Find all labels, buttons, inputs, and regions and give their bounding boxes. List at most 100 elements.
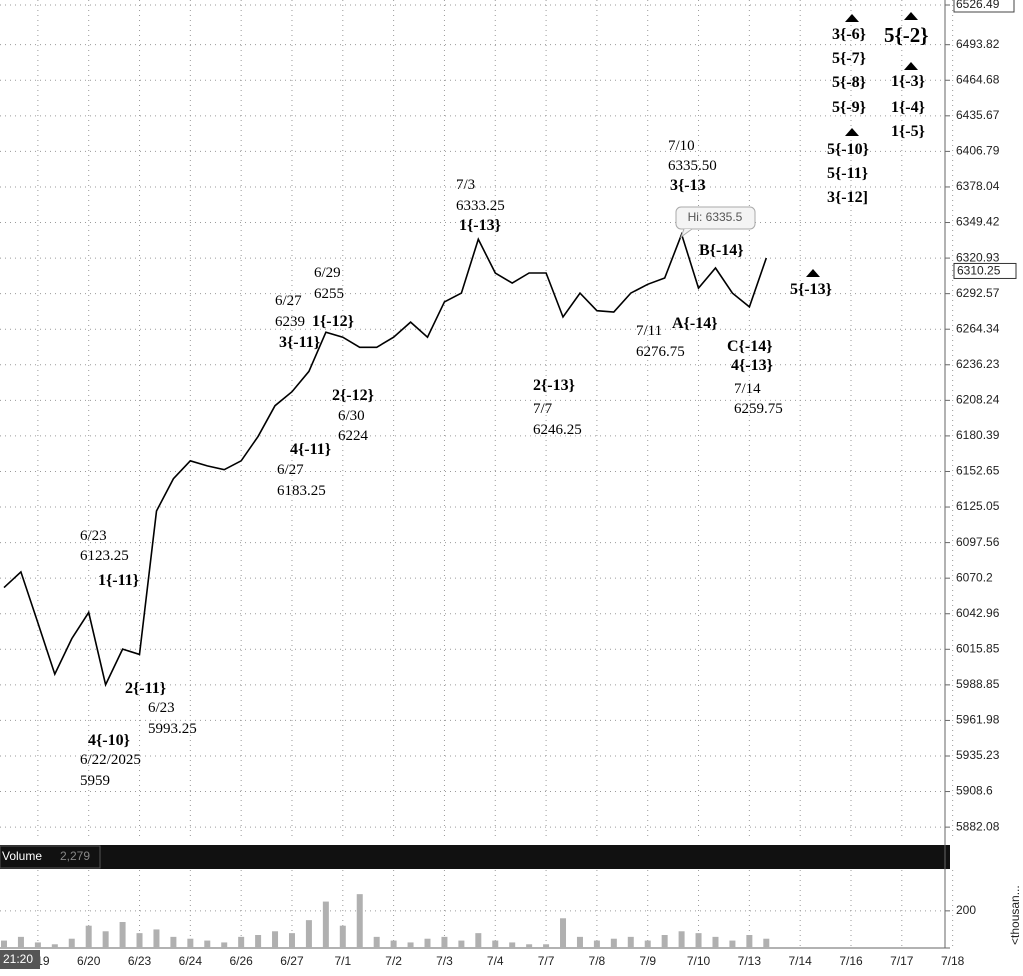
wave-marker <box>904 12 918 20</box>
annotation: B{-14} <box>699 242 744 259</box>
y-tick-label: 6292.57 <box>956 286 1000 300</box>
annotation: 6/27 <box>275 293 302 309</box>
volume-bar <box>492 940 499 948</box>
annotation: 7/7 <box>533 401 553 417</box>
y-tick-label: 6464.68 <box>956 72 1000 86</box>
volume-bar <box>475 933 482 948</box>
volume-bar <box>153 929 160 948</box>
volume-bar <box>712 936 719 948</box>
annotation: 5{-9} <box>832 99 866 116</box>
volume-bar <box>576 936 583 948</box>
annotation: 1{-4} <box>891 99 925 116</box>
annotation: 5{-11} <box>827 165 868 182</box>
wave-marker <box>845 14 859 22</box>
annotation: 6/30 <box>338 408 365 424</box>
annotation: 5{-7} <box>832 50 866 67</box>
y-tick-label: 6070.2 <box>956 570 993 584</box>
annotation: 6/29 <box>314 265 341 281</box>
last-price-box <box>953 262 1017 279</box>
volume-header-box <box>0 845 101 869</box>
y-tick-label: 6236.23 <box>956 357 1000 371</box>
y-tick-label: 6180.39 <box>956 428 1000 442</box>
annotation: 3{-11} <box>279 334 320 351</box>
annotation: 3{-6} <box>832 26 866 43</box>
x-tick-label: 7/14 <box>789 954 813 968</box>
annotation: 6/27 <box>277 462 304 478</box>
x-tick-label: 7/17 <box>890 954 914 968</box>
volume-bar <box>763 938 770 948</box>
volume-bar <box>509 942 516 948</box>
hi-pointer <box>679 228 693 239</box>
annotation: 6224 <box>338 428 369 444</box>
annotation: 6276.75 <box>636 344 685 360</box>
x-tick-label: 7/16 <box>839 954 863 968</box>
annotation: 1{-12} <box>312 313 354 330</box>
volume-bar <box>288 933 295 948</box>
volume-bar <box>68 938 75 948</box>
annotation: 6/22/2025 <box>80 752 141 768</box>
y-tick-label: 6097.56 <box>956 535 1000 549</box>
y-tick-label: 5935.23 <box>956 748 1000 762</box>
annotation: 2{-11} <box>125 680 166 697</box>
x-tick-label: 7/1 <box>334 954 351 968</box>
volume-bar <box>424 938 431 948</box>
wave-marker <box>806 269 820 277</box>
annotation: 2{-12} <box>332 387 374 404</box>
annotation: 1{-13} <box>459 217 501 234</box>
y-tick-label: 5988.85 <box>956 677 1000 691</box>
volume-bar <box>390 940 397 948</box>
hi-box <box>675 206 756 230</box>
volume-bar <box>170 936 177 948</box>
annotation: 5993.25 <box>148 721 197 737</box>
x-tick-label: 7/9 <box>639 954 656 968</box>
annotation: 4{-13} <box>731 357 773 374</box>
annotation: 4{-11} <box>290 441 331 458</box>
annotation: 5{-13} <box>790 281 832 298</box>
y-tick-label: 5882.08 <box>956 819 1000 833</box>
x-tick-label: 6/27 <box>280 954 304 968</box>
annotation: 6255 <box>314 286 344 302</box>
volume-bar <box>695 933 702 948</box>
annotation: 6259.75 <box>734 401 783 417</box>
x-tick-label: 7/3 <box>436 954 453 968</box>
y-tick-label: 6042.96 <box>956 606 1000 620</box>
cursor-box <box>0 950 40 969</box>
y-tick-label: 6152.65 <box>956 464 1000 478</box>
annotation: A{-14} <box>672 315 718 332</box>
y-tick-label: 6264.34 <box>956 321 1000 335</box>
x-tick-label: 7/10 <box>687 954 711 968</box>
volume-bar <box>272 931 279 948</box>
volume-bar <box>560 918 567 948</box>
volume-bar <box>339 925 346 948</box>
hi-label: Hi: 6335.5 <box>688 210 743 224</box>
volume-bar <box>407 942 414 948</box>
volume-bar <box>1 940 7 948</box>
volume-bar <box>221 942 228 948</box>
annotation: 6246.25 <box>533 422 582 438</box>
volume-bar <box>136 933 143 948</box>
volume-bar <box>373 936 380 948</box>
annotation: 6335.50 <box>668 158 717 174</box>
annotation: 2{-13} <box>533 377 575 394</box>
annotation: 3{-12] <box>827 189 868 206</box>
annotation: 1{-3} <box>891 73 925 90</box>
x-tick-label: 7/13 <box>738 954 762 968</box>
volume-unit: <thousan... <box>1008 885 1022 945</box>
volume-bar <box>441 936 448 948</box>
volume-bar <box>238 936 245 948</box>
volume-header-band <box>0 845 950 869</box>
x-tick-label: 6/20 <box>77 954 101 968</box>
volume-last: 2,279 <box>60 849 90 863</box>
x-tick-label: 6/26 <box>229 954 253 968</box>
annotation: 6333.25 <box>456 198 505 214</box>
volume-bar <box>678 931 685 948</box>
y-tick-label: 6526.49 <box>956 0 1000 11</box>
cursor-label: 21:20 <box>3 952 33 966</box>
volume-bar <box>85 925 92 948</box>
annotation: C{-14} <box>727 338 773 355</box>
y-tick-label: 5908.6 <box>956 784 993 798</box>
y-tick-label: 6349.42 <box>956 215 1000 229</box>
volume-bar <box>458 940 465 948</box>
volume-bar <box>255 935 262 948</box>
